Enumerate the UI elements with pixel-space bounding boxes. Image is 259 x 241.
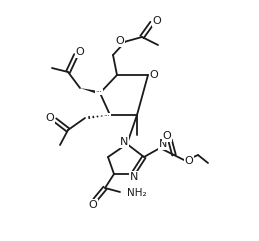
Text: O: O	[163, 131, 171, 141]
Text: O: O	[76, 47, 84, 57]
Text: O: O	[116, 36, 124, 46]
Text: O: O	[150, 70, 158, 80]
Text: ···: ···	[96, 89, 102, 95]
Text: O: O	[89, 200, 97, 210]
Text: ···: ···	[104, 113, 110, 119]
Text: N: N	[159, 139, 167, 149]
Polygon shape	[80, 88, 100, 95]
Text: O: O	[46, 113, 54, 123]
Text: O: O	[153, 16, 161, 26]
Text: N: N	[120, 137, 128, 147]
Text: N: N	[130, 172, 138, 182]
Text: O: O	[185, 156, 193, 166]
Text: NH₂: NH₂	[127, 188, 147, 198]
